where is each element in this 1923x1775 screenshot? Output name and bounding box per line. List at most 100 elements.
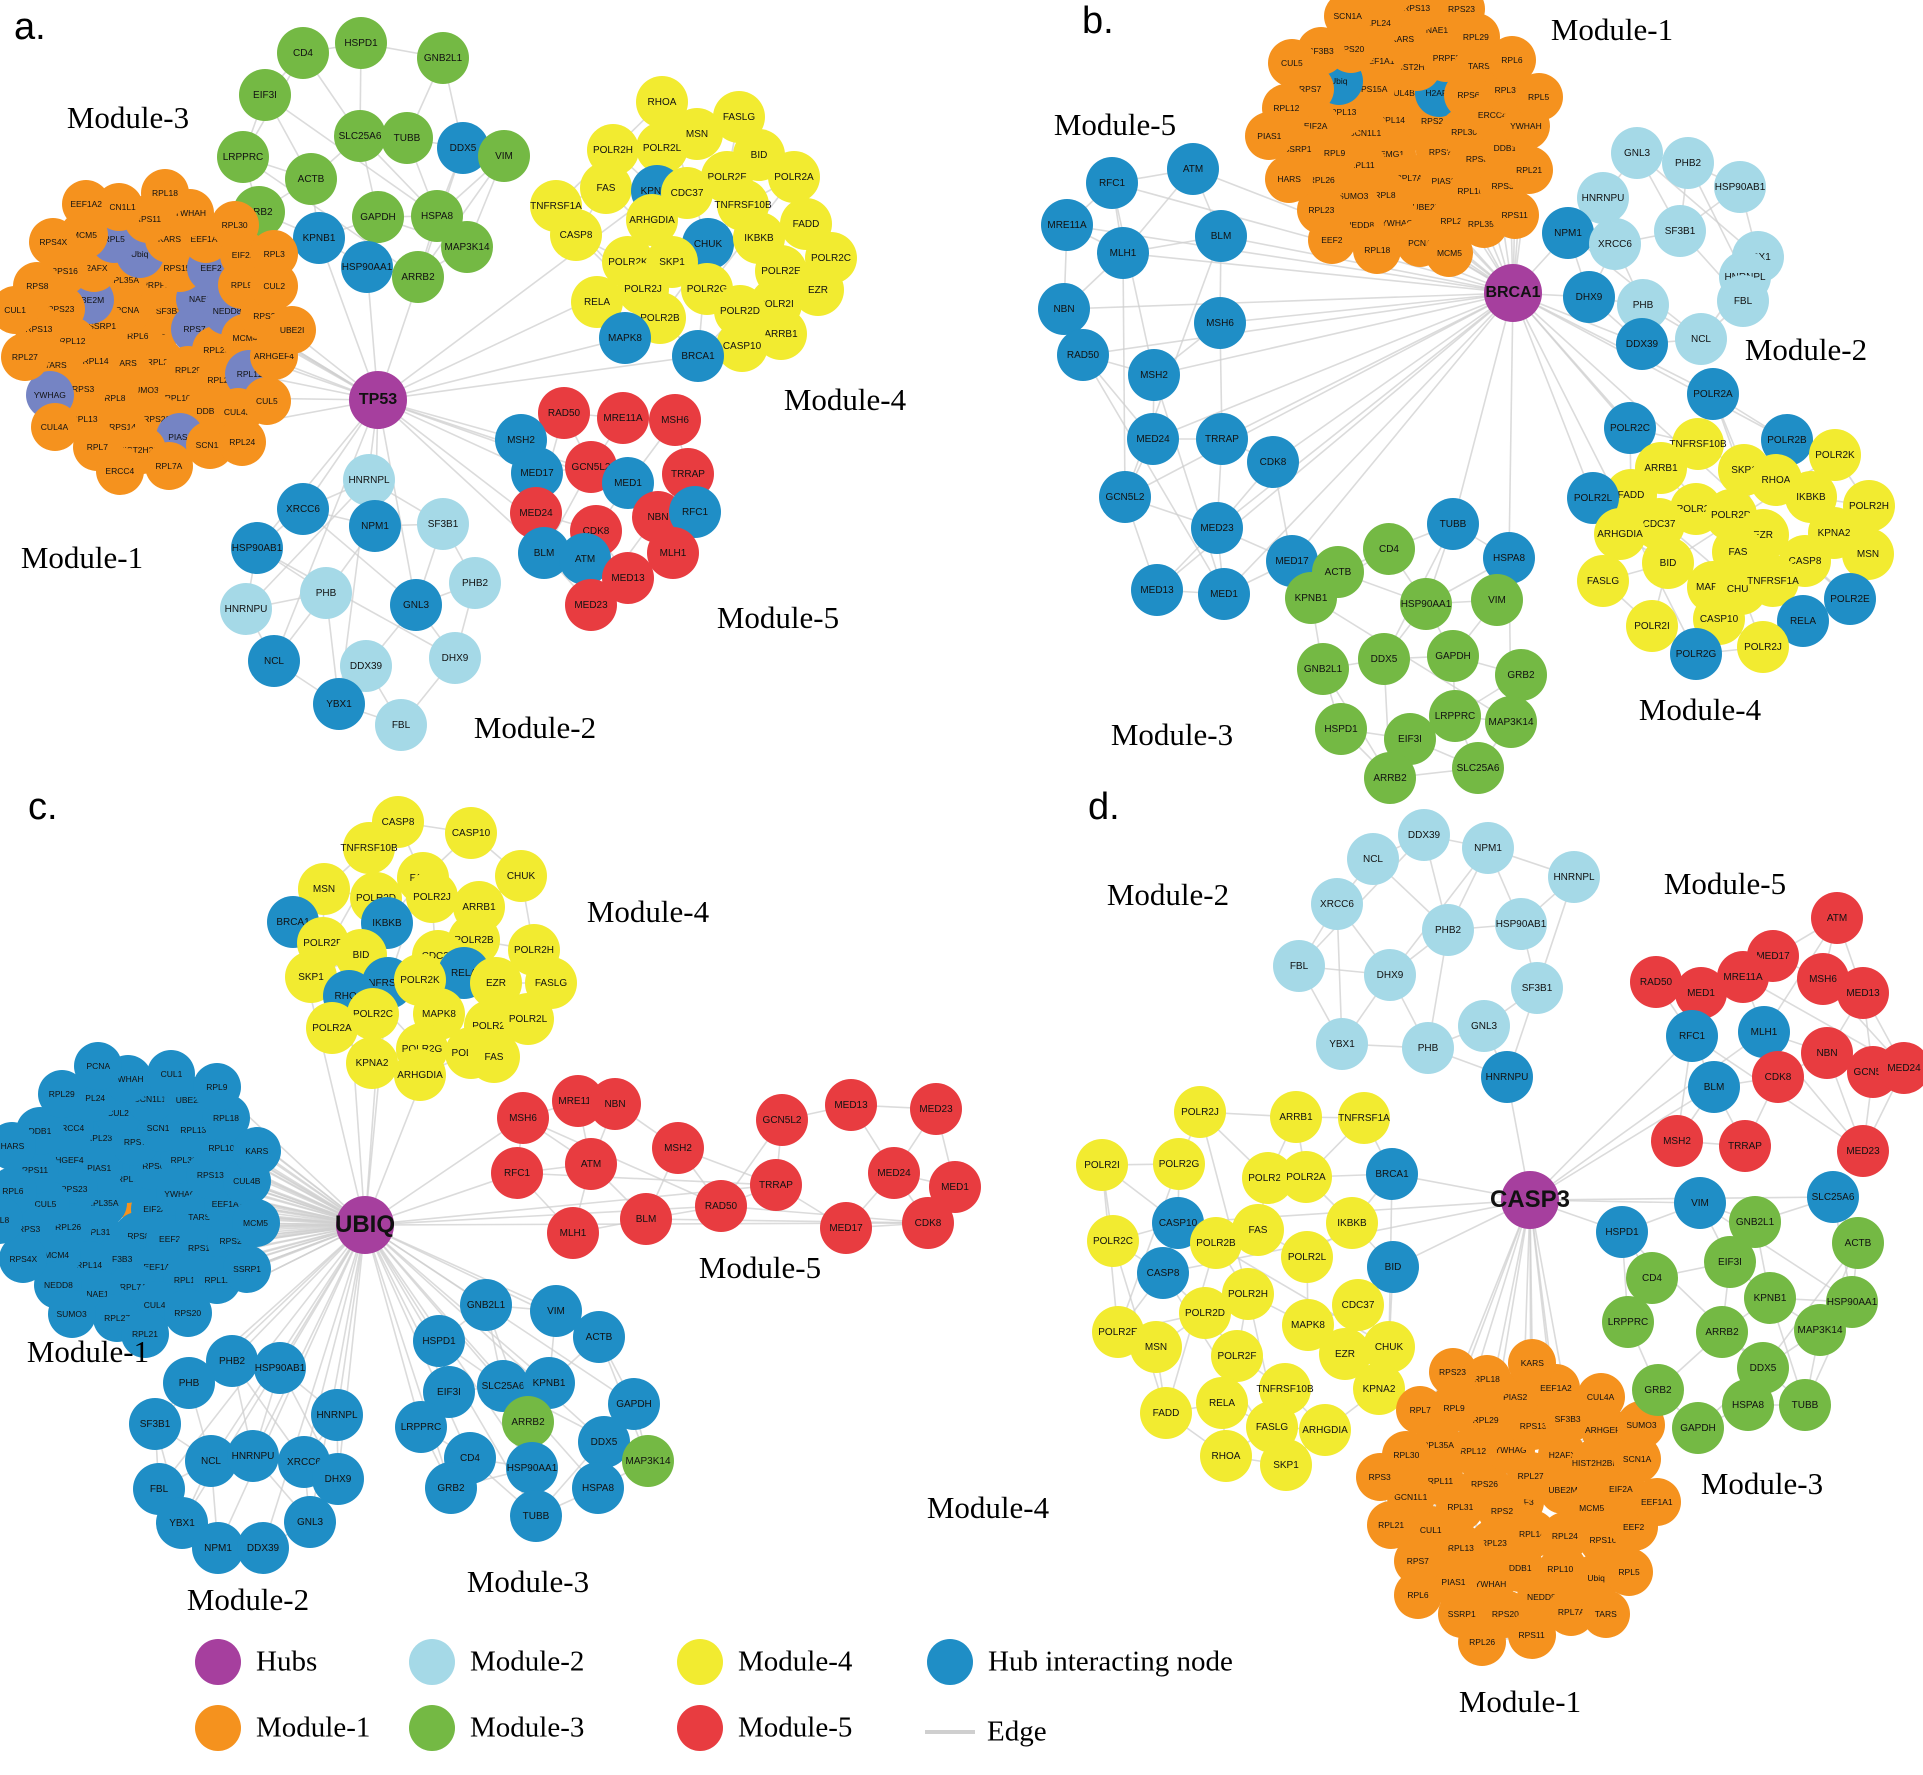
node-RFC1[interactable]: RFC1 bbox=[1086, 157, 1138, 209]
node-SLC25A6[interactable]: SLC25A6 bbox=[1807, 1171, 1859, 1223]
node-XRCC6[interactable]: XRCC6 bbox=[1311, 878, 1363, 930]
node-NBN[interactable]: NBN bbox=[1038, 283, 1090, 335]
node-NCL[interactable]: NCL bbox=[1347, 833, 1399, 885]
node-MED13[interactable]: MED13 bbox=[1131, 564, 1183, 616]
node-TUBB[interactable]: TUBB bbox=[510, 1490, 562, 1542]
node-KPNA2[interactable]: KPNA2 bbox=[346, 1037, 398, 1089]
node-VIM[interactable]: VIM bbox=[478, 130, 530, 182]
node-HSP90AB1[interactable]: HSP90AB1 bbox=[1714, 161, 1766, 213]
node-EEF1A1[interactable]: EEF1A1 bbox=[1632, 1478, 1681, 1527]
node-GAPDH[interactable]: GAPDH bbox=[1427, 630, 1479, 682]
node-MAP3K14[interactable]: MAP3K14 bbox=[1485, 696, 1537, 748]
node-CUL4A[interactable]: CUL4A bbox=[30, 402, 79, 451]
node-SLC25A6[interactable]: SLC25A6 bbox=[334, 110, 386, 162]
node-GAPDH[interactable]: GAPDH bbox=[352, 191, 404, 243]
node-KPNB1[interactable]: KPNB1 bbox=[293, 212, 345, 264]
node-CD4[interactable]: CD4 bbox=[1363, 523, 1415, 575]
node-MSN[interactable]: MSN bbox=[1842, 528, 1894, 580]
node-POLR2J[interactable]: POLR2J bbox=[406, 871, 458, 923]
node-HSPD1[interactable]: HSPD1 bbox=[1596, 1206, 1648, 1258]
node-ACTB[interactable]: ACTB bbox=[1832, 1217, 1884, 1269]
node-ATM[interactable]: ATM bbox=[565, 1138, 617, 1190]
node-ERCC4[interactable]: ERCC4 bbox=[95, 447, 144, 496]
node-CUL4A[interactable]: CUL4A bbox=[1576, 1373, 1625, 1421]
node-POLR2J[interactable]: POLR2J bbox=[1737, 621, 1789, 673]
node-GAPDH[interactable]: GAPDH bbox=[1672, 1402, 1724, 1454]
node-RPL24[interactable]: RPL24 bbox=[218, 418, 267, 467]
node-VIM[interactable]: VIM bbox=[530, 1285, 582, 1337]
node-POLR2A[interactable]: POLR2A bbox=[306, 1002, 358, 1054]
node-EIF3I[interactable]: EIF3I bbox=[239, 69, 291, 121]
node-FAS[interactable]: FAS bbox=[580, 162, 632, 214]
node-PHB[interactable]: PHB bbox=[300, 567, 352, 619]
node-ACTB[interactable]: ACTB bbox=[573, 1311, 625, 1363]
node-TRRAP[interactable]: TRRAP bbox=[750, 1159, 802, 1211]
node-GNL3[interactable]: GNL3 bbox=[1611, 127, 1663, 179]
node-RPL26[interactable]: RPL26 bbox=[1458, 1618, 1507, 1667]
node-POLR2A[interactable]: POLR2A bbox=[768, 151, 820, 203]
node-MSH6[interactable]: MSH6 bbox=[1194, 297, 1246, 349]
node-VIM[interactable]: VIM bbox=[1471, 574, 1523, 626]
node-GRB2[interactable]: GRB2 bbox=[425, 1462, 477, 1514]
node-HSP90AA1[interactable]: HSP90AA1 bbox=[506, 1442, 558, 1494]
node-LRPPRC[interactable]: LRPPRC bbox=[217, 131, 269, 183]
node-MSN[interactable]: MSN bbox=[1130, 1321, 1182, 1373]
node-ATM[interactable]: ATM bbox=[1167, 143, 1219, 195]
node-CUL1[interactable]: CUL1 bbox=[147, 1049, 196, 1098]
node-FBL[interactable]: FBL bbox=[375, 699, 427, 751]
node-HSP90AB1[interactable]: HSP90AB1 bbox=[231, 522, 283, 574]
node-LRPPRC[interactable]: LRPPRC bbox=[1429, 690, 1481, 742]
node-XRCC6[interactable]: XRCC6 bbox=[1589, 218, 1641, 270]
node-NPM1[interactable]: NPM1 bbox=[1542, 207, 1594, 259]
node-SCN1A[interactable]: SCN1A bbox=[1323, 0, 1372, 41]
node-MRE11A[interactable]: MRE11A bbox=[597, 392, 649, 444]
node-DDX39[interactable]: DDX39 bbox=[1398, 809, 1450, 861]
node-ACTB[interactable]: ACTB bbox=[285, 153, 337, 205]
node-LRPPRC[interactable]: LRPPRC bbox=[1602, 1296, 1654, 1348]
node-DHX9[interactable]: DHX9 bbox=[1364, 949, 1416, 1001]
node-CDK8[interactable]: CDK8 bbox=[1752, 1051, 1804, 1103]
node-CUL5[interactable]: CUL5 bbox=[242, 376, 291, 425]
node-NBN[interactable]: NBN bbox=[1801, 1027, 1853, 1079]
node-GNB2L1[interactable]: GNB2L1 bbox=[1297, 643, 1349, 695]
node-SF3B1[interactable]: SF3B1 bbox=[129, 1398, 181, 1450]
node-RPL18[interactable]: RPL18 bbox=[1353, 225, 1402, 274]
node-HNRNPL[interactable]: HNRNPL bbox=[343, 454, 395, 506]
node-TNFRSF10B[interactable]: TNFRSF10B bbox=[340, 822, 398, 874]
node-EEF1A2[interactable]: EEF1A2 bbox=[62, 180, 111, 229]
node-HSPD1[interactable]: HSPD1 bbox=[335, 17, 387, 69]
node-RPL8[interactable]: RPL8 bbox=[0, 1195, 23, 1244]
node-MED23[interactable]: MED23 bbox=[1191, 502, 1243, 554]
node-RAD50[interactable]: RAD50 bbox=[1057, 329, 1109, 381]
node-DHX9[interactable]: DHX9 bbox=[312, 1453, 364, 1505]
node-PHB2[interactable]: PHB2 bbox=[449, 557, 501, 609]
node-SKP1[interactable]: SKP1 bbox=[1260, 1439, 1312, 1491]
node-RPS23[interactable]: RPS23 bbox=[1428, 1347, 1477, 1396]
node-DHX9[interactable]: DHX9 bbox=[1563, 271, 1615, 323]
node-POLR2B[interactable]: POLR2B bbox=[1190, 1217, 1242, 1269]
node-HARS[interactable]: HARS bbox=[1265, 155, 1314, 204]
node-XRCC6[interactable]: XRCC6 bbox=[277, 483, 329, 535]
node-RPS3[interactable]: RPS3 bbox=[1355, 1453, 1404, 1502]
node-DDX39[interactable]: DDX39 bbox=[237, 1522, 289, 1574]
node-CD4[interactable]: CD4 bbox=[277, 27, 329, 79]
node-MCM5[interactable]: MCM5 bbox=[1425, 229, 1474, 278]
node-RPS11[interactable]: RPS11 bbox=[1490, 191, 1539, 240]
node-NPM1[interactable]: NPM1 bbox=[192, 1522, 244, 1574]
node-RPL9[interactable]: RPL9 bbox=[192, 1062, 241, 1111]
node-GNB2L1[interactable]: GNB2L1 bbox=[460, 1279, 512, 1331]
node-POLR2C[interactable]: POLR2C bbox=[1087, 1215, 1139, 1267]
node-CUL1[interactable]: CUL1 bbox=[0, 285, 40, 334]
node-NCL[interactable]: NCL bbox=[248, 635, 300, 687]
hub-UBIQ[interactable]: UBIQ bbox=[335, 1196, 395, 1254]
node-HSPD1[interactable]: HSPD1 bbox=[413, 1315, 465, 1367]
node-NCL[interactable]: NCL bbox=[1675, 313, 1727, 365]
node-DHX9[interactable]: DHX9 bbox=[429, 632, 481, 684]
node-LRPPRC[interactable]: LRPPRC bbox=[395, 1401, 447, 1453]
node-EIF3I[interactable]: EIF3I bbox=[1384, 713, 1436, 765]
hub-CASP3[interactable]: CASP3 bbox=[1490, 1171, 1570, 1229]
node-HSP90AA1[interactable]: HSP90AA1 bbox=[1400, 578, 1452, 630]
node-HNRNPU[interactable]: HNRNPU bbox=[1481, 1051, 1533, 1103]
node-CDK8[interactable]: CDK8 bbox=[902, 1197, 954, 1249]
node-GNL3[interactable]: GNL3 bbox=[1458, 1000, 1510, 1052]
